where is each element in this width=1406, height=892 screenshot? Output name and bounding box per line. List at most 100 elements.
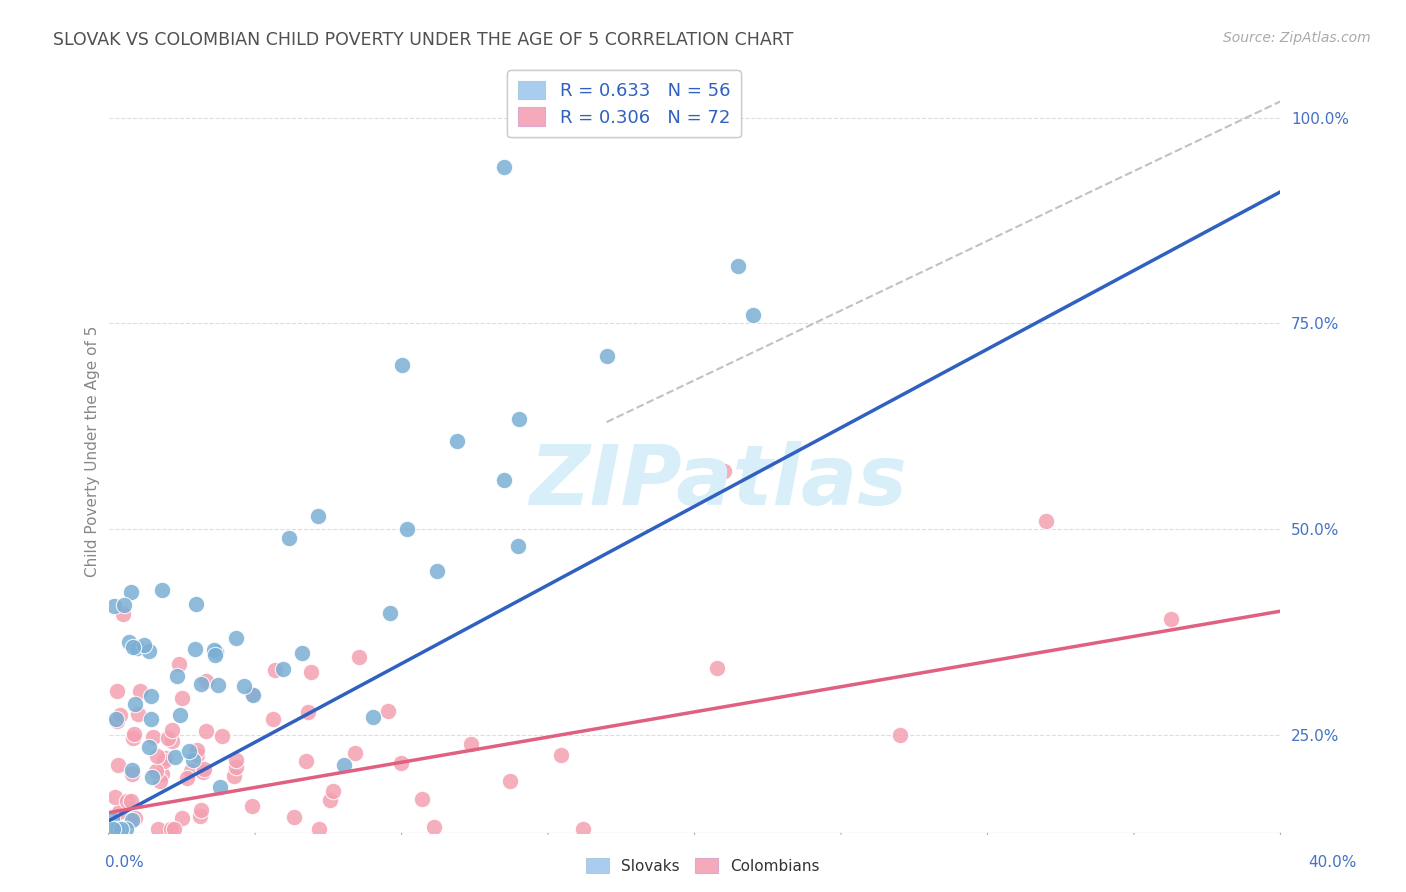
Point: [347, 649, 370, 664]
Point: [205, 645, 228, 659]
Point: [150, 583, 173, 598]
Point: [186, 748, 208, 763]
Point: [242, 688, 264, 702]
Point: [460, 737, 482, 751]
Point: [157, 822, 180, 836]
Point: [211, 729, 233, 743]
Point: [446, 434, 468, 449]
Point: [160, 734, 183, 748]
Point: [104, 712, 127, 726]
Point: [706, 661, 728, 675]
Point: [138, 739, 160, 754]
Point: [181, 753, 204, 767]
Point: [190, 677, 212, 691]
Text: SLOVAK VS COLOMBIAN CHILD POVERTY UNDER THE AGE OF 5 CORRELATION CHART: SLOVAK VS COLOMBIAN CHILD POVERTY UNDER …: [53, 31, 794, 49]
Point: [426, 564, 449, 578]
Point: [105, 714, 128, 729]
Text: 40.0%: 40.0%: [1309, 855, 1357, 870]
Legend: Slovaks, Colombians: Slovaks, Colombians: [581, 852, 825, 880]
Point: [125, 641, 148, 656]
Point: [105, 822, 128, 836]
Point: [1035, 514, 1057, 528]
Point: [297, 705, 319, 719]
Point: [208, 780, 231, 794]
Point: [127, 706, 149, 721]
Point: [262, 712, 284, 726]
Point: [153, 754, 176, 768]
Point: [492, 473, 515, 487]
Point: [742, 308, 765, 322]
Point: [122, 726, 145, 740]
Point: [112, 607, 135, 621]
Point: [117, 634, 139, 648]
Point: [550, 748, 572, 763]
Point: [299, 665, 322, 679]
Point: [396, 522, 419, 536]
Point: [291, 646, 314, 660]
Point: [713, 464, 735, 478]
Point: [155, 751, 177, 765]
Text: ZIPatlas: ZIPatlas: [529, 441, 907, 522]
Point: [225, 760, 247, 774]
Point: [506, 539, 529, 553]
Point: [191, 765, 214, 780]
Point: [202, 643, 225, 657]
Point: [128, 683, 150, 698]
Point: [595, 349, 617, 363]
Point: [378, 607, 401, 621]
Point: [103, 599, 125, 613]
Point: [180, 764, 202, 779]
Point: [194, 674, 217, 689]
Point: [103, 789, 125, 804]
Point: [204, 648, 226, 663]
Point: [121, 640, 143, 655]
Point: [194, 724, 217, 739]
Point: [157, 731, 180, 745]
Point: [176, 772, 198, 786]
Point: [333, 757, 356, 772]
Point: [170, 811, 193, 825]
Point: [120, 585, 142, 599]
Point: [141, 770, 163, 784]
Point: [162, 723, 184, 738]
Point: [163, 750, 186, 764]
Point: [183, 641, 205, 656]
Point: [423, 820, 446, 834]
Point: [108, 805, 131, 819]
Point: [110, 822, 132, 836]
Point: [105, 684, 128, 698]
Point: [224, 769, 246, 783]
Point: [146, 822, 169, 836]
Point: [149, 773, 172, 788]
Point: [145, 764, 167, 778]
Y-axis label: Child Poverty Under the Age of 5: Child Poverty Under the Age of 5: [86, 326, 100, 576]
Point: [264, 663, 287, 677]
Text: 0.0%: 0.0%: [105, 855, 145, 870]
Point: [190, 804, 212, 818]
Point: [142, 731, 165, 745]
Point: [100, 812, 122, 826]
Point: [377, 704, 399, 718]
Point: [308, 822, 330, 836]
Point: [232, 679, 254, 693]
Point: [322, 784, 344, 798]
Point: [277, 531, 299, 545]
Point: [112, 598, 135, 612]
Point: [193, 763, 215, 777]
Point: [184, 597, 207, 611]
Point: [150, 767, 173, 781]
Point: [411, 791, 433, 805]
Point: [132, 638, 155, 652]
Point: [294, 755, 316, 769]
Point: [572, 822, 595, 836]
Point: [177, 744, 200, 758]
Point: [141, 712, 163, 726]
Point: [115, 822, 138, 836]
Point: [159, 822, 181, 836]
Point: [124, 811, 146, 825]
Point: [139, 689, 162, 703]
Point: [499, 773, 522, 788]
Point: [186, 742, 208, 756]
Point: [283, 810, 305, 824]
Point: [727, 259, 749, 273]
